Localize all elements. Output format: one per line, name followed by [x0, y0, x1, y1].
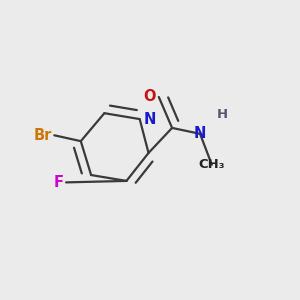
Text: H: H — [216, 108, 227, 121]
Text: N: N — [194, 126, 206, 141]
Text: F: F — [54, 175, 64, 190]
Text: O: O — [143, 89, 156, 104]
Text: N: N — [143, 112, 156, 127]
Text: Br: Br — [34, 128, 52, 143]
Text: CH₃: CH₃ — [199, 158, 225, 171]
